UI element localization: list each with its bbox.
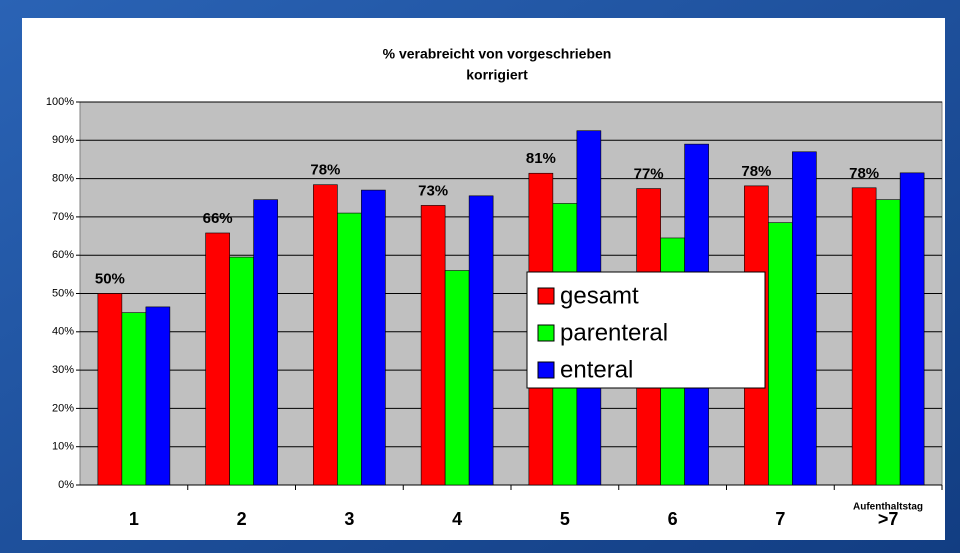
x-tick-label: 6 xyxy=(668,509,678,529)
legend-swatch xyxy=(537,324,555,342)
data-label: 78% xyxy=(741,163,771,180)
bar xyxy=(768,222,793,486)
bar xyxy=(875,199,901,486)
legend-label: gesamt xyxy=(560,282,639,309)
x-tick-label: 2 xyxy=(237,509,247,529)
bar xyxy=(253,199,278,486)
y-tick-label: 100% xyxy=(46,96,74,108)
x-axis-label: Aufenthaltstag xyxy=(853,502,923,513)
bar xyxy=(121,312,147,486)
x-tick-label: 7 xyxy=(775,509,785,529)
x-tick-label: 1 xyxy=(129,509,139,529)
y-tick-label: 30% xyxy=(52,364,74,376)
legend-swatch xyxy=(537,361,555,379)
bar xyxy=(792,151,817,486)
data-label: 66% xyxy=(203,210,233,227)
legend-swatch xyxy=(537,287,555,305)
y-tick-label: 50% xyxy=(52,287,74,299)
bar xyxy=(361,189,386,486)
bar xyxy=(899,172,925,486)
y-tick-label: 10% xyxy=(52,441,74,453)
bar xyxy=(313,184,338,486)
data-label: 81% xyxy=(526,150,556,167)
bar xyxy=(205,232,230,486)
y-tick-label: 0% xyxy=(58,479,74,491)
y-tick-label: 90% xyxy=(52,134,74,146)
x-tick-label: 5 xyxy=(560,509,570,529)
data-label: 73% xyxy=(418,182,448,199)
x-tick-label: >7 xyxy=(878,509,899,529)
bar xyxy=(229,256,254,486)
data-label: 78% xyxy=(310,162,340,179)
chart-title: % verabreicht von vorgeschrieben xyxy=(383,46,612,62)
y-tick-label: 60% xyxy=(52,249,74,261)
y-tick-label: 80% xyxy=(52,173,74,185)
chart-subtitle: korrigiert xyxy=(466,67,528,83)
x-tick-label: 3 xyxy=(344,509,354,529)
bar xyxy=(420,205,446,486)
bar xyxy=(444,270,470,486)
data-label: 77% xyxy=(634,166,664,183)
y-tick-label: 40% xyxy=(52,326,74,338)
bar xyxy=(468,195,494,486)
bar xyxy=(851,187,877,486)
data-label: 50% xyxy=(95,270,125,287)
legend-box xyxy=(526,271,766,389)
legend-label: enteral xyxy=(560,356,633,383)
bar xyxy=(97,293,123,486)
y-tick-label: 70% xyxy=(52,211,74,223)
bar xyxy=(337,212,362,486)
data-label: 78% xyxy=(849,165,879,182)
bar xyxy=(145,306,171,486)
x-tick-label: 4 xyxy=(452,509,462,529)
legend-label: parenteral xyxy=(560,319,668,346)
y-tick-label: 20% xyxy=(52,402,74,414)
